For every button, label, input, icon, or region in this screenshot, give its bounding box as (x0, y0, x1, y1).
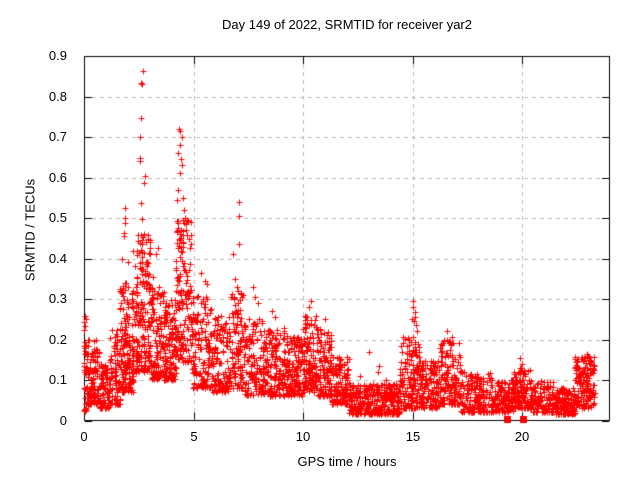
x-axis-label: GPS time / hours (297, 454, 397, 469)
y-tick-label: 0.9 (48, 48, 67, 63)
x-tick-label: 20 (514, 429, 530, 444)
y-tick-label: 0.1 (48, 372, 67, 387)
x-tick-label: 5 (190, 429, 198, 444)
y-tick-label: 0.3 (48, 291, 67, 306)
y-tick-label: 0 (59, 413, 67, 428)
y-tick-label: 0.2 (48, 332, 67, 347)
chart-title: Day 149 of 2022, SRMTID for receiver yar… (222, 17, 472, 32)
y-tick-label: 0.8 (48, 89, 67, 104)
y-tick-label: 0.5 (48, 210, 67, 225)
x-tick-label: 15 (405, 429, 421, 444)
y-tick-label: 0.4 (48, 251, 67, 266)
x-tick-label: 0 (80, 429, 88, 444)
x-tick-label: 10 (295, 429, 311, 444)
y-tick-label: 0.6 (48, 170, 67, 185)
y-tick-label: 0.7 (48, 129, 67, 144)
